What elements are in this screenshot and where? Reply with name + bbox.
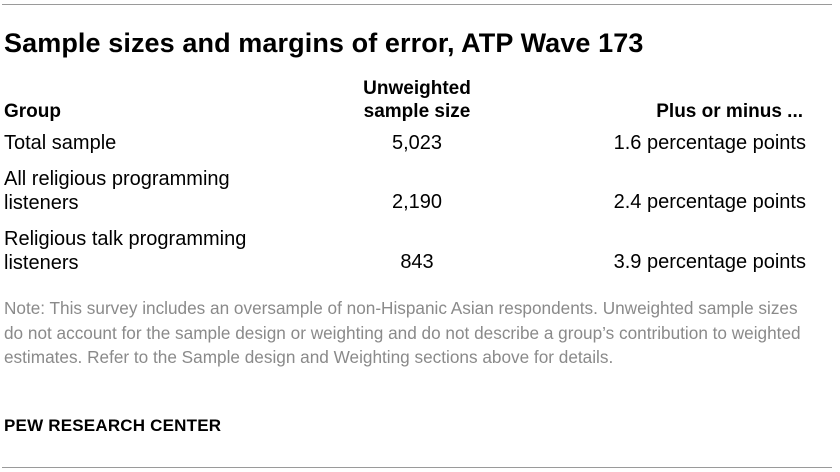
group-label-line1: Religious talk programming (4, 228, 247, 250)
sample-size-cell: 5,023 (391, 132, 443, 154)
bottom-divider (2, 467, 832, 468)
column-header-sample-size-line1: Unweighted (363, 78, 471, 99)
group-cell: Religious talk programming listeners (4, 227, 304, 275)
page-title: Sample sizes and margins of error, ATP W… (4, 28, 644, 58)
column-header-sample-size-line2: sample size (363, 101, 471, 122)
sample-size-cell: 2,190 (391, 191, 443, 213)
group-cell: Total sample (4, 131, 304, 155)
group-label-line2: listeners (4, 252, 79, 274)
group-label-line2: listeners (4, 192, 79, 214)
top-divider (2, 4, 832, 5)
margin-of-error-cell: 3.9 percentage points (613, 251, 806, 273)
sample-size-cell: 843 (400, 251, 434, 273)
column-header-margin-of-error: Plus or minus ... (656, 101, 803, 122)
column-header-group: Group (4, 101, 61, 122)
group-cell: All religious programming listeners (4, 167, 304, 215)
footnote: Note: This survey includes an oversample… (4, 298, 801, 367)
group-label: Total sample (4, 132, 117, 154)
margin-of-error-cell: 1.6 percentage points (613, 132, 806, 154)
source-credit: PEW RESEARCH CENTER (4, 416, 222, 435)
group-label-line1: All religious programming (4, 168, 230, 190)
margin-of-error-cell: 2.4 percentage points (613, 191, 806, 213)
column-header-sample-size: Unweighted sample size (337, 77, 497, 123)
